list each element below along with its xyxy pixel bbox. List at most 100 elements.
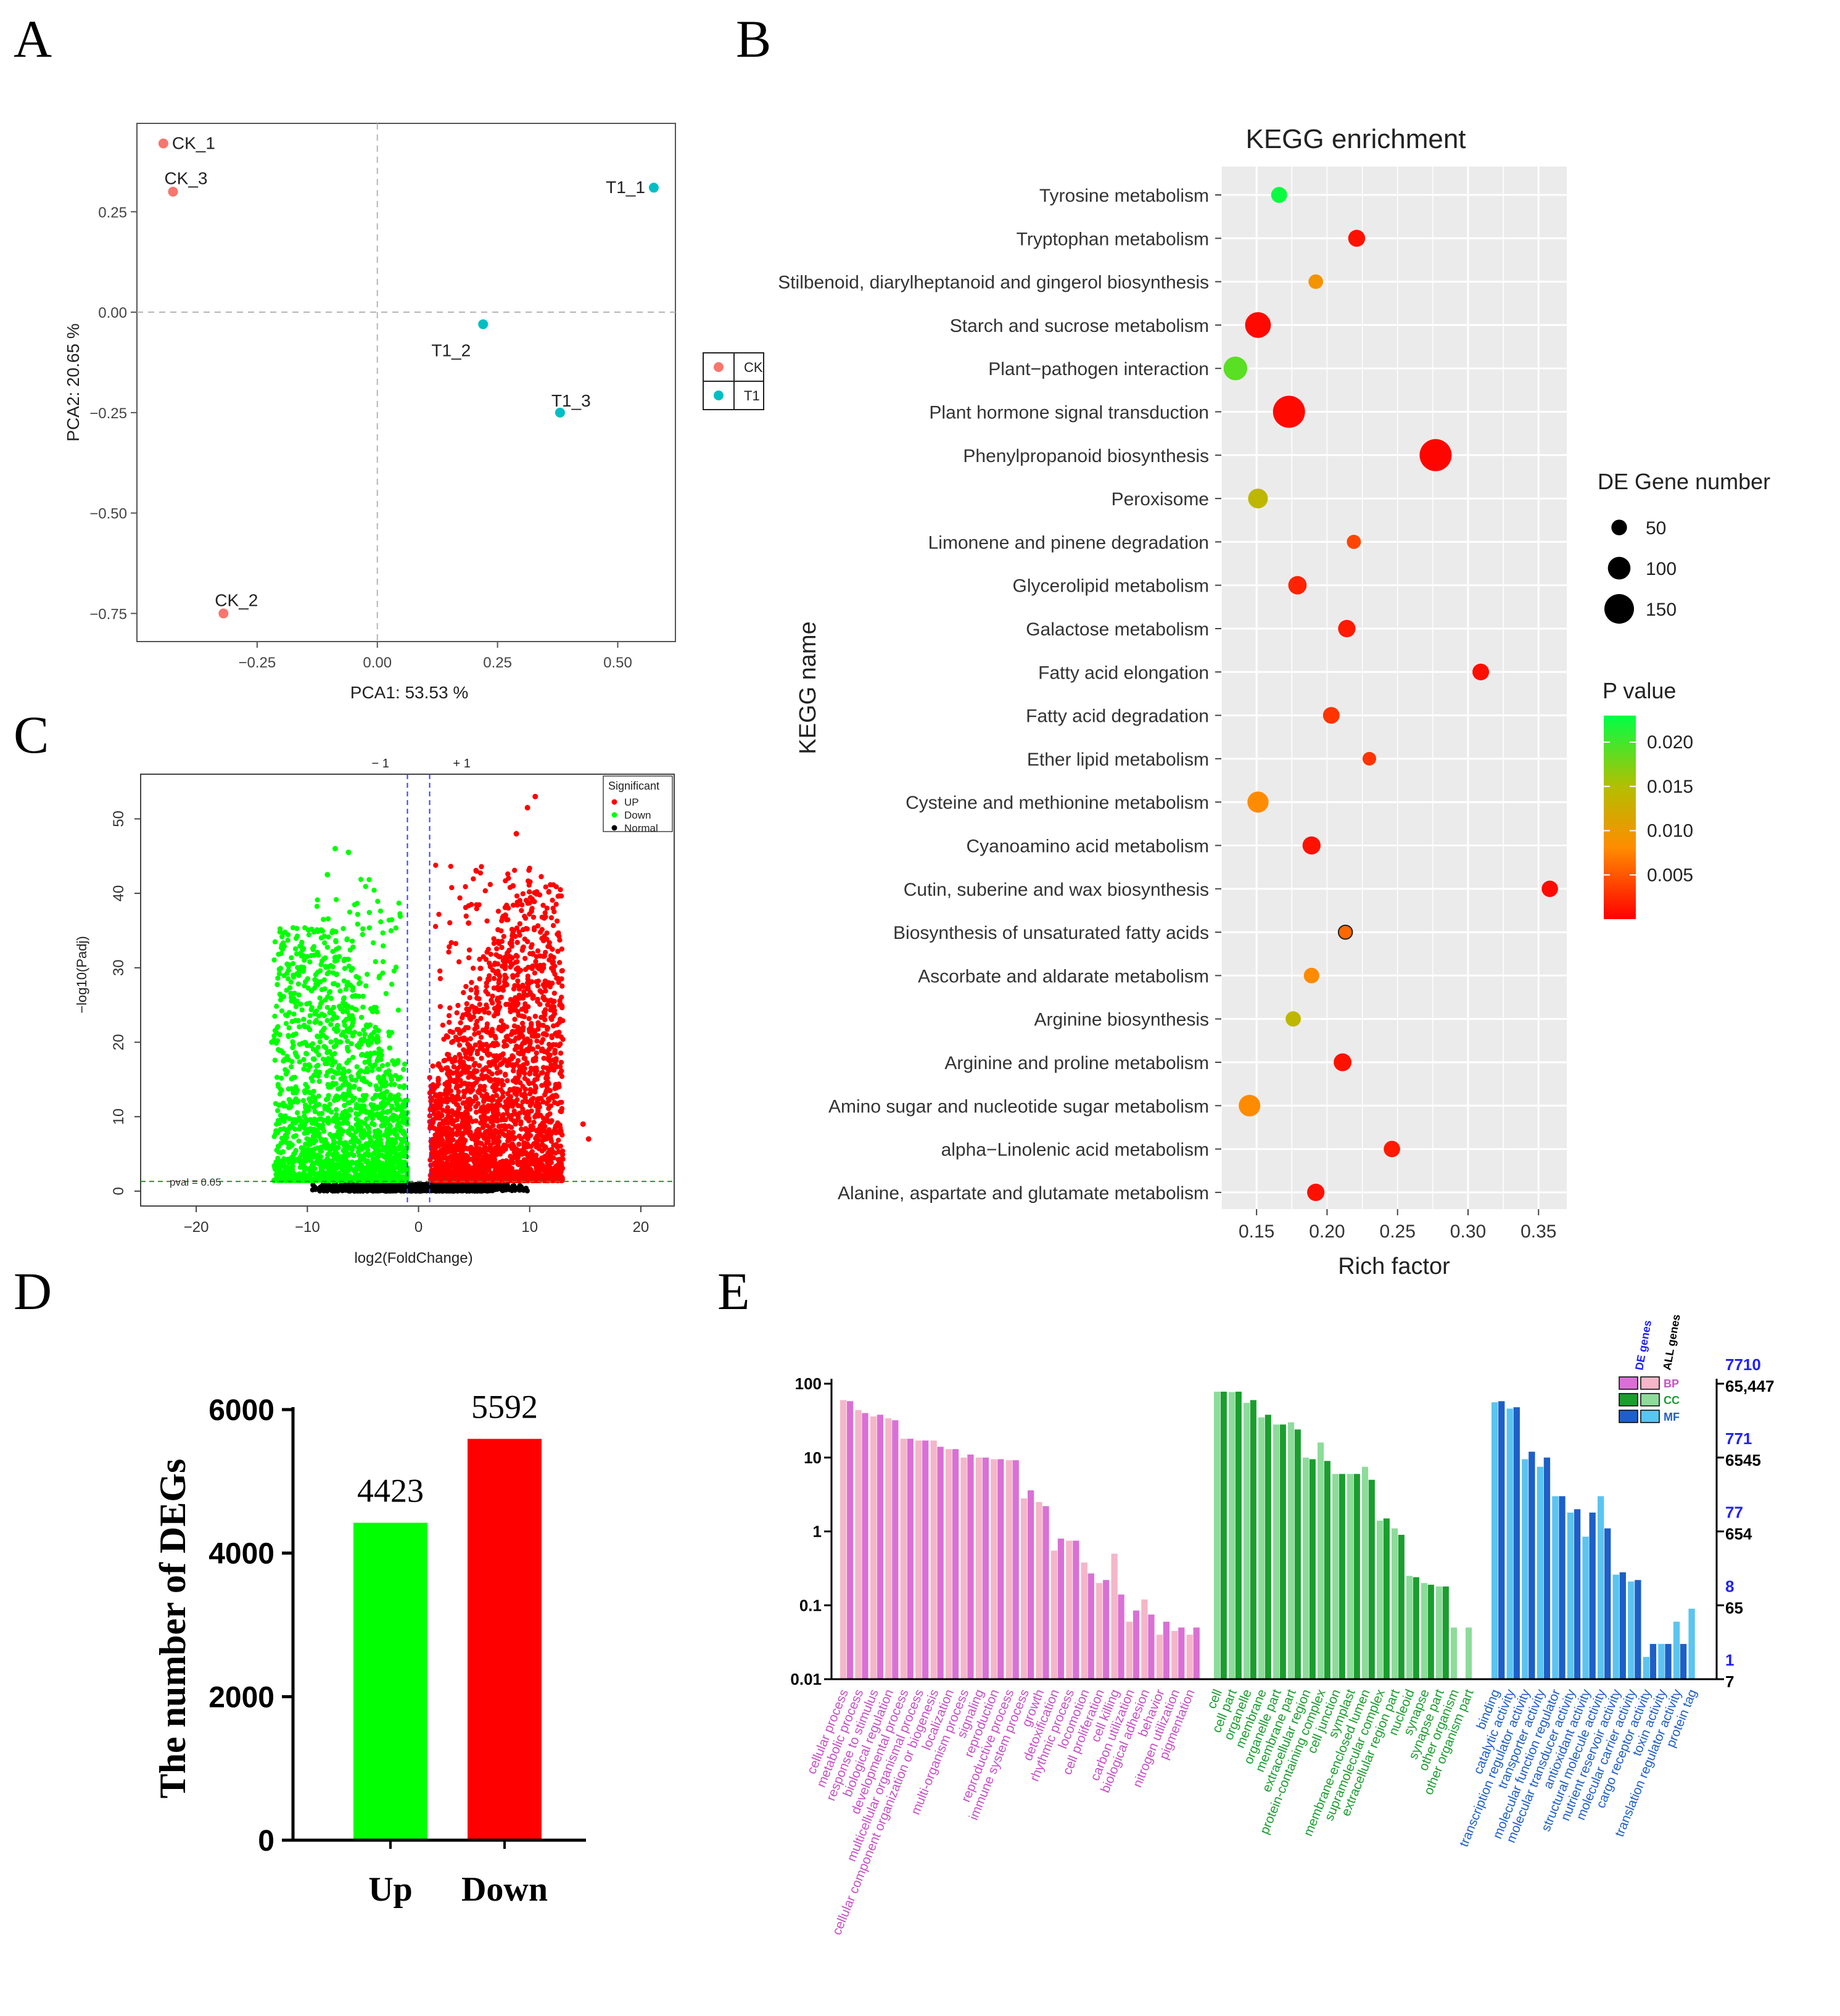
kegg-term-label: Alanine, aspartate and glutamate metabol…	[838, 1183, 1209, 1204]
volcano-point	[553, 1130, 559, 1136]
volcano-point	[473, 1118, 479, 1124]
volcano-point	[508, 1009, 513, 1015]
volcano-point	[559, 1099, 564, 1105]
volcano-point	[489, 1162, 495, 1168]
volcano-point	[516, 1068, 522, 1074]
kegg-dot	[1419, 439, 1452, 471]
volcano-point	[511, 1154, 516, 1160]
volcano-point	[490, 1097, 496, 1102]
pca-point	[158, 138, 168, 149]
volcano-point	[540, 1163, 547, 1170]
volcano-point	[454, 1068, 460, 1074]
volcano-point	[536, 966, 542, 972]
kegg-term-label: Glycerolipid metabolism	[1013, 576, 1209, 597]
volcano-point	[427, 1090, 433, 1096]
volcano-point	[558, 886, 563, 893]
volcano-point	[540, 938, 547, 944]
volcano-point	[454, 1182, 460, 1188]
volcano-point	[548, 1062, 554, 1068]
volcano-point	[537, 1022, 543, 1028]
volcano-point	[530, 914, 537, 920]
volcano-point	[549, 1033, 555, 1039]
volcano-point	[490, 1030, 495, 1035]
volcano-point	[543, 988, 548, 994]
volcano-point	[474, 1018, 480, 1024]
kegg-dot	[1472, 663, 1490, 680]
volcano-point	[550, 1023, 556, 1029]
volcano-point	[489, 1171, 495, 1177]
volcano-point	[500, 1188, 505, 1194]
volcano-point	[544, 905, 550, 911]
volcano-point	[501, 933, 506, 940]
volcano-point	[556, 980, 561, 985]
volcano-point	[547, 1058, 553, 1064]
kegg-size-legend-dot	[1604, 594, 1634, 624]
volcano-point	[395, 1183, 401, 1189]
kegg-size-legend-dot	[1607, 556, 1631, 580]
volcano-point	[548, 1007, 553, 1013]
volcano-point	[453, 1080, 459, 1085]
volcano-point	[542, 933, 547, 939]
volcano-point	[289, 955, 294, 960]
volcano-point	[524, 1173, 529, 1179]
volcano-point	[435, 1075, 441, 1081]
volcano-point	[427, 1107, 433, 1112]
volcano-point	[487, 960, 492, 966]
volcano-point	[455, 1154, 461, 1160]
pca-x-axis-label: PCA1: 53.53 %	[350, 683, 468, 702]
volcano-point	[456, 1042, 463, 1048]
volcano-point	[516, 1141, 522, 1147]
volcano-point	[532, 970, 538, 976]
volcano-point	[277, 1091, 283, 1097]
kegg-color-tick-label: 0.005	[1647, 865, 1693, 885]
volcano-point	[511, 986, 517, 992]
volcano-point	[545, 1151, 551, 1156]
volcano-point	[473, 1109, 479, 1115]
volcano-point	[328, 1184, 334, 1190]
volcano-point	[527, 894, 534, 901]
volcano-point	[464, 1001, 469, 1007]
volcano-point	[310, 1187, 315, 1193]
volcano-point	[537, 1167, 542, 1173]
volcano-point	[446, 1178, 452, 1183]
volcano-point	[533, 1163, 538, 1168]
volcano-point	[545, 1025, 551, 1031]
volcano-point	[527, 1029, 532, 1035]
volcano-point	[435, 1185, 441, 1191]
volcano-point	[514, 1146, 519, 1152]
volcano-point	[560, 1156, 566, 1162]
volcano-point	[452, 1058, 458, 1064]
volcano-point	[430, 1063, 435, 1069]
volcano-point	[466, 1075, 471, 1080]
kegg-term-label: Phenylpropanoid biosynthesis	[963, 446, 1209, 466]
volcano-point	[546, 890, 551, 895]
volcano-point	[558, 1051, 564, 1056]
volcano-point	[345, 1182, 350, 1188]
volcano-point	[491, 975, 497, 981]
kegg-term-label: Cutin, suberine and wax biosynthesis	[904, 880, 1209, 900]
kegg-dot	[1541, 880, 1558, 898]
volcano-point	[507, 1088, 513, 1093]
volcano-point	[497, 1183, 502, 1189]
volcano-point	[466, 1047, 471, 1054]
volcano-point	[463, 1138, 468, 1143]
volcano-point	[550, 923, 556, 928]
kegg-plot-background	[1221, 167, 1567, 1209]
volcano-point	[497, 1097, 503, 1103]
pca-x-tick-label: 0.50	[603, 655, 632, 671]
volcano-point	[449, 1108, 455, 1113]
volcano-point	[447, 1068, 453, 1075]
volcano-point	[440, 1171, 446, 1176]
kegg-dot	[1302, 836, 1321, 855]
volcano-point	[500, 1082, 505, 1088]
volcano-point	[511, 1023, 518, 1029]
volcano-point	[441, 1142, 447, 1149]
volcano-point	[472, 1060, 478, 1066]
pca-point	[478, 319, 489, 329]
volcano-point	[496, 941, 502, 946]
volcano-point	[455, 1139, 461, 1145]
panel-letter-c: C	[14, 705, 49, 764]
volcano-point	[455, 1037, 461, 1043]
pca-y-tick-label: −0.50	[89, 506, 127, 523]
volcano-point	[475, 1165, 481, 1170]
